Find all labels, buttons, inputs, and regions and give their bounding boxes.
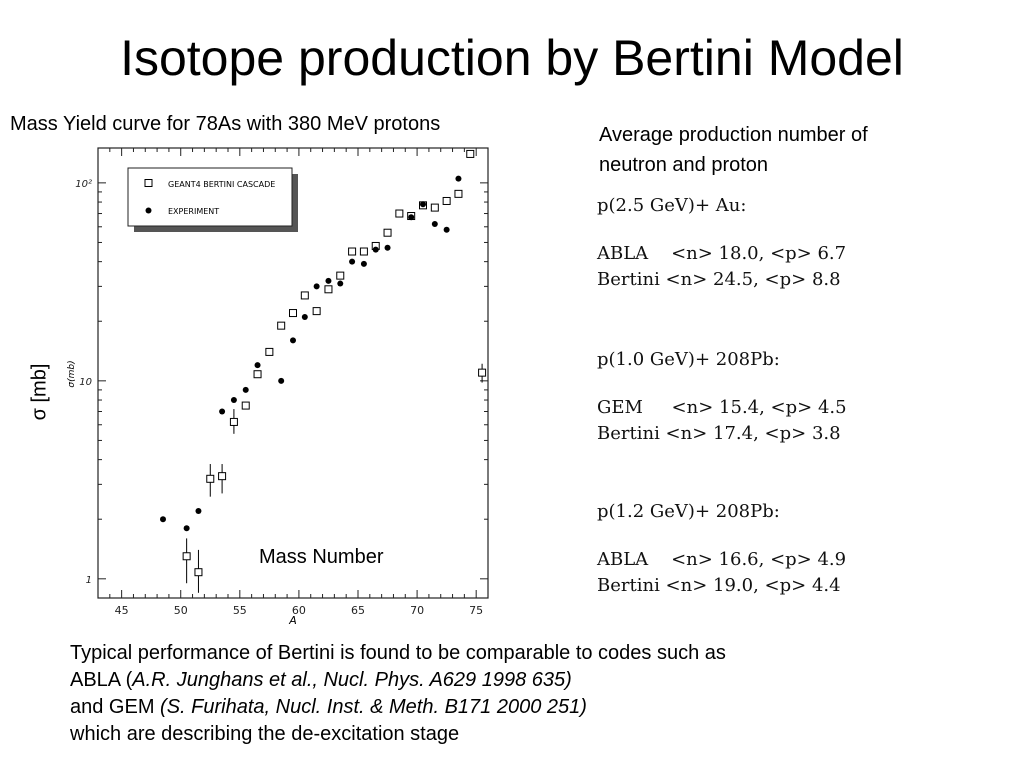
bertini-point [265, 347, 274, 356]
experiment-point [313, 283, 320, 290]
y-tick-label: 10 [79, 377, 92, 388]
experiment-point [337, 280, 344, 287]
block-1-header: p(2.5 GeV)+ Au: [597, 195, 747, 216]
bertini-point [454, 189, 463, 198]
bertini-point [229, 417, 238, 426]
y-axis-label: σ(mb) [67, 360, 77, 387]
x-tick-label: 55 [233, 604, 247, 617]
bertini-point [442, 196, 451, 205]
legend-box [127, 167, 293, 227]
bertini-point [466, 149, 475, 158]
experiment-point [254, 362, 261, 369]
bottom-line-1: Typical performance of Bertini is found … [70, 642, 726, 664]
bertini-point [348, 247, 357, 256]
gem-label: and GEM [70, 696, 161, 718]
y-tick-label: 1 [86, 575, 92, 586]
block-3-row-2: Bertini <n> 19.0, <p> 4.4 [597, 575, 841, 596]
block-2-row-1: GEM <n> 15.4, <p> 4.5 [597, 397, 847, 418]
bertini-point [300, 291, 309, 300]
experiment-point [160, 516, 166, 523]
x-tick-label: 70 [410, 604, 424, 617]
axis-ticks: 45 50 55 60 65 70 75 1 10 10² [75, 148, 489, 617]
x-tick-label: 75 [469, 604, 483, 617]
bottom-line-2: ABLA (A.R. Junghans et al., Nucl. Phys. … [70, 667, 726, 694]
block-2-header: p(1.0 GeV)+ 208Pb: [597, 349, 780, 370]
experiment-point [325, 277, 332, 284]
experiment-point [301, 314, 308, 321]
sigma-axis-label: σ [mb] [28, 363, 51, 421]
bertini-point [336, 271, 345, 280]
right-caption: Average production number of neutron and… [599, 120, 979, 180]
x-tick-label: 50 [174, 604, 188, 617]
bertini-point [312, 307, 321, 316]
experiment-point [195, 508, 202, 515]
bertini-point [359, 247, 368, 256]
experiment-point [360, 260, 367, 267]
y-tick-label: 10² [75, 179, 92, 190]
block-3-header: p(1.2 GeV)+ 208Pb: [597, 501, 780, 522]
data-marks [160, 149, 487, 593]
bertini-point [478, 368, 487, 377]
experiment-point [278, 377, 285, 384]
bertini-point [277, 321, 286, 330]
mass-number-label: Mass Number [259, 546, 384, 568]
slide-title: Isotope production by Bertini Model [120, 30, 904, 86]
bertini-point [206, 474, 215, 483]
bertini-point [324, 285, 333, 294]
abla-label: ABLA ( [70, 669, 133, 691]
legend-circle-marker [145, 207, 152, 214]
experiment-point [431, 220, 438, 227]
experiment-point [242, 386, 249, 393]
legend-entry-bertini: GEANT4 BERTINI CASCADE [168, 180, 275, 189]
block-1-row-2: Bertini <n> 24.5, <p> 8.8 [597, 269, 841, 290]
plot-frame [97, 147, 489, 599]
legend-entry-experiment: EXPERIMENT [168, 207, 219, 216]
chart-caption: Mass Yield curve for 78As with 380 MeV p… [10, 113, 441, 135]
bottom-line-3: and GEM (S. Furihata, Nucl. Inst. & Meth… [70, 694, 726, 721]
experiment-point [219, 408, 226, 415]
bertini-point [395, 209, 404, 218]
experiment-point [349, 258, 356, 265]
abla-reference: A.R. Junghans et al., Nucl. Phys. A629 1… [132, 669, 572, 691]
legend-square-marker [144, 179, 153, 187]
block-1-row-1: ABLA <n> 18.0, <p> 6.7 [597, 243, 847, 264]
gem-reference: (S. Furihata, Nucl. Inst. & Meth. B171 2… [160, 696, 587, 718]
experiment-point [420, 201, 426, 208]
experiment-point [290, 337, 296, 344]
experiment-point [384, 244, 391, 251]
bertini-point [253, 370, 262, 379]
x-axis-label: A [288, 614, 297, 627]
bertini-point [383, 228, 392, 237]
mass-yield-chart: 45 50 55 60 65 70 75 1 10 10² GEANT4 BERTINI CASC… [60, 138, 500, 628]
bottom-line-4: which are describing the de-excitation s… [70, 723, 460, 745]
bertini-point [182, 552, 191, 561]
experiment-point [443, 226, 450, 233]
block-3-row-1: ABLA <n> 16.6, <p> 4.9 [597, 549, 847, 570]
block-2-row-2: Bertini <n> 17.4, <p> 3.8 [597, 423, 841, 444]
right-caption-line-2: neutron and proton [599, 154, 769, 176]
x-tick-label: 65 [351, 604, 365, 617]
x-tick-label: 60 [292, 604, 306, 617]
bottom-text: Typical performance of Bertini is found … [70, 640, 726, 748]
bertini-point [289, 309, 297, 318]
experiment-point [183, 525, 190, 532]
x-tick-label: 45 [115, 604, 129, 617]
chart-legend: GEANT4 BERTINI CASCADE EXPERIMENT [127, 167, 298, 232]
bertini-point [218, 472, 227, 481]
experiment-point [408, 214, 415, 221]
bertini-point [194, 568, 203, 577]
experiment-point [455, 175, 462, 182]
bertini-point [241, 401, 250, 410]
right-caption-line-1: Average production number of [599, 124, 868, 146]
experiment-point [230, 397, 237, 404]
bertini-point [430, 203, 439, 212]
experiment-point [372, 246, 379, 253]
